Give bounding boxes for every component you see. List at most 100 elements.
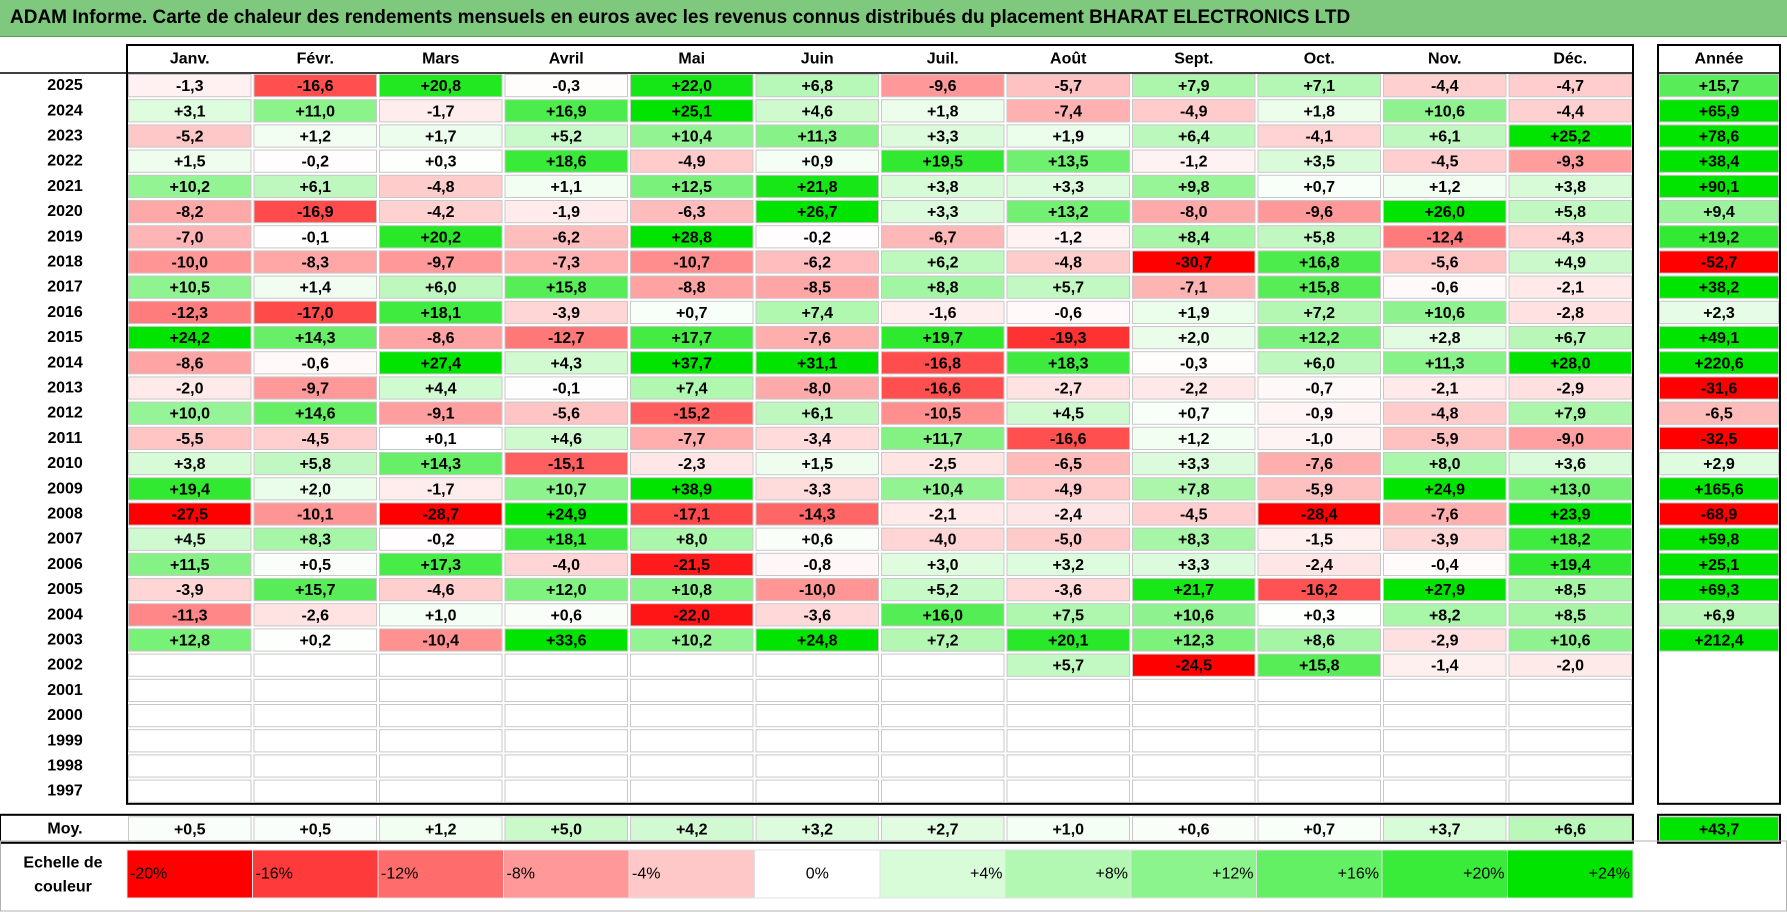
cell-value-label: +15,7 — [295, 582, 336, 599]
heatmap-cell — [1006, 603, 1130, 627]
cell-value-label: -4,6 — [427, 582, 455, 599]
heatmap-cell — [504, 376, 628, 400]
heatmap-cell — [1257, 99, 1381, 123]
heatmap-cell — [379, 351, 503, 375]
heatmap-cell — [1383, 603, 1507, 627]
heatmap-cell — [1257, 401, 1381, 425]
heatmap-cell — [881, 99, 1005, 123]
heatmap-cell — [755, 376, 879, 400]
average-cell — [253, 816, 377, 842]
cell-value-label: -7,6 — [1305, 456, 1333, 473]
heatmap-cell — [881, 174, 1005, 199]
color-scale-swatch — [879, 849, 1006, 899]
cell-value-label: -4,5 — [1180, 507, 1208, 524]
heatmap-cell — [1508, 74, 1632, 98]
heatmap-cell — [1257, 552, 1381, 576]
heatmap-cell — [504, 74, 628, 98]
heatmap-cell — [630, 502, 754, 526]
cell-value-label: -7,3 — [552, 255, 580, 272]
annual-value-label: +6,9 — [1703, 607, 1735, 624]
heatmap-cell — [128, 477, 252, 501]
month-header: Mai — [678, 51, 705, 68]
heatmap-cell — [1508, 275, 1632, 299]
cell-value-label: -24,5 — [1176, 658, 1213, 675]
heatmap-cell — [1383, 477, 1507, 501]
heatmap-cell — [1132, 200, 1256, 224]
heatmap-cell — [1006, 99, 1130, 123]
average-value-label: +5,0 — [550, 821, 582, 838]
annual-value-label: +90,1 — [1699, 179, 1740, 196]
heatmap-cell — [253, 300, 377, 324]
cell-value-label: +15,8 — [1299, 280, 1340, 297]
heatmap-cell — [1132, 426, 1256, 450]
cell-value-label: +10,7 — [546, 481, 587, 498]
month-header: Févr. — [297, 51, 334, 68]
cell-value-label: -4,0 — [929, 532, 957, 549]
cell-value-label: +11,0 — [295, 103, 335, 120]
heatmap-cell — [379, 326, 503, 350]
heatmap-cell — [881, 300, 1005, 324]
heatmap-cell — [1257, 502, 1381, 526]
cell-value-label: +13,2 — [1048, 204, 1089, 221]
cell-value-label: -5,7 — [1054, 78, 1082, 95]
row-year-label: 2004 — [47, 606, 83, 623]
heatmap-cell — [1132, 326, 1256, 350]
cell-value-label: -4,5 — [301, 431, 329, 448]
cell-value-label: +19,4 — [1550, 557, 1591, 574]
cell-value-label: +18,6 — [546, 154, 587, 171]
heatmap-cell — [504, 250, 628, 274]
heatmap-cell — [253, 351, 377, 375]
heatmap-cell — [504, 477, 628, 501]
heatmap-cell — [1006, 376, 1130, 400]
cell-value-label: +0,3 — [425, 154, 457, 171]
cell-value-label: +4,6 — [801, 103, 833, 120]
heatmap-cell — [1132, 502, 1256, 526]
cell-value-label: -14,3 — [799, 507, 836, 524]
heatmap-cell — [379, 200, 503, 224]
annual-value-label: -52,7 — [1701, 255, 1738, 272]
cell-value-label: +7,5 — [1052, 607, 1084, 624]
cell-value-label: -12,4 — [1427, 229, 1464, 246]
cell-value-label: -7,0 — [176, 229, 204, 246]
cell-value-label: +15,8 — [546, 280, 587, 297]
heatmap-cell — [128, 653, 252, 677]
heatmap-cell — [630, 124, 754, 148]
heatmap-cell — [630, 678, 754, 702]
average-cell — [1006, 816, 1130, 842]
annual-value-label: +59,8 — [1699, 532, 1740, 549]
heatmap-cell — [1508, 250, 1632, 274]
cell-value-label: +1,0 — [425, 607, 457, 624]
cell-value-label: -10,5 — [925, 406, 962, 423]
cell-value-label: -5,9 — [1431, 431, 1459, 448]
cell-value-label: -1,9 — [552, 204, 580, 221]
cell-value-label: +18,1 — [546, 532, 587, 549]
heatmap-cell — [1257, 174, 1381, 199]
cell-value-label: -1,7 — [427, 103, 455, 120]
annual-cell — [1659, 225, 1779, 249]
cell-value-label: +3,3 — [1178, 557, 1210, 574]
heatmap-cell — [379, 300, 503, 324]
cell-value-label: -2,3 — [678, 456, 706, 473]
average-value-label: +0,6 — [1178, 821, 1210, 838]
heatmap-cell — [755, 704, 879, 728]
average-value-label: +0,5 — [174, 821, 206, 838]
cell-value-label: +21,7 — [1174, 582, 1215, 599]
heatmap-cell — [1508, 502, 1632, 526]
cell-value-label: +7,1 — [1303, 78, 1335, 95]
heatmap-cell — [1006, 779, 1130, 803]
cell-value-label: -6,5 — [1054, 456, 1082, 473]
heatmap-cell — [1383, 729, 1507, 753]
heatmap-cell — [630, 603, 754, 627]
heatmap-cell — [504, 578, 628, 602]
cell-value-label: +10,6 — [1550, 633, 1591, 650]
cell-value-label: -1,0 — [1305, 431, 1333, 448]
cell-value-label: -16,9 — [297, 204, 334, 221]
heatmap-cell — [1508, 552, 1632, 576]
heatmap-cell — [504, 704, 628, 728]
cell-value-label: -0,1 — [301, 229, 329, 246]
cell-value-label: -0,3 — [552, 78, 580, 95]
heatmap-cell — [1132, 401, 1256, 425]
heatmap-cell — [1132, 74, 1256, 98]
heatmap-cell — [1257, 779, 1381, 803]
cell-value-label: +20,8 — [421, 78, 462, 95]
